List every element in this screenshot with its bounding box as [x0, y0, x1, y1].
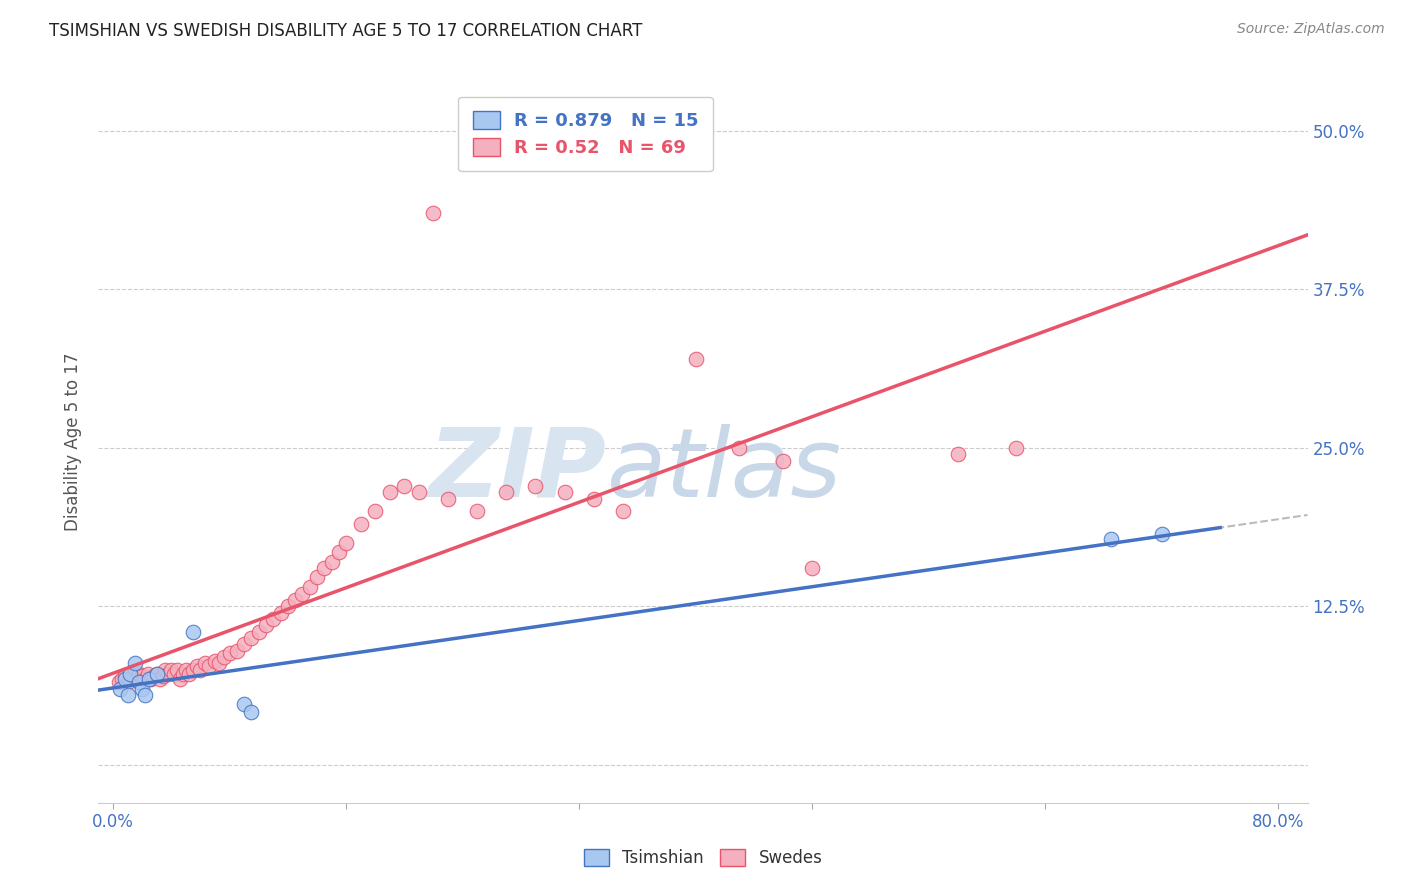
Point [157, 666, 180, 681]
Point [212, 650, 235, 665]
Point [108, 675, 131, 690]
Point [284, 593, 307, 607]
Point [685, 352, 707, 367]
Point [612, 504, 634, 518]
Point [166, 663, 188, 677]
Point [364, 504, 387, 518]
Text: TSIMSHIAN VS SWEDISH DISABILITY AGE 5 TO 17 CORRELATION CHART: TSIMSHIAN VS SWEDISH DISABILITY AGE 5 TO… [49, 22, 643, 40]
Point [524, 479, 547, 493]
Point [136, 666, 159, 681]
Point [240, 705, 263, 719]
Point [946, 447, 969, 461]
Point [1099, 532, 1122, 546]
Point [174, 663, 197, 677]
Point [186, 659, 208, 673]
Point [254, 618, 277, 632]
Point [465, 504, 488, 518]
Point [172, 666, 194, 681]
Point [120, 666, 142, 681]
Point [160, 663, 183, 677]
Point [145, 666, 167, 681]
Point [134, 672, 156, 686]
Point [277, 599, 299, 614]
Point [117, 675, 139, 690]
Point [114, 672, 136, 686]
Point [422, 206, 444, 220]
Point [131, 669, 153, 683]
Point [262, 612, 284, 626]
Point [582, 491, 605, 506]
Point [1005, 441, 1028, 455]
Point [437, 491, 460, 506]
Point [233, 637, 256, 651]
Point [149, 672, 172, 686]
Point [298, 580, 321, 594]
Point [328, 545, 350, 559]
Point [240, 631, 263, 645]
Text: ZIP: ZIP [429, 424, 606, 517]
Point [155, 663, 177, 677]
Point [305, 570, 328, 584]
Point [233, 697, 256, 711]
Point [291, 587, 314, 601]
Point [163, 666, 186, 681]
Point [314, 561, 336, 575]
Point [145, 666, 167, 681]
Point [728, 441, 751, 455]
Point [111, 672, 134, 686]
Point [394, 479, 416, 493]
Point [152, 669, 174, 683]
Point [124, 657, 146, 671]
Point [198, 659, 221, 673]
Text: Source: ZipAtlas.com: Source: ZipAtlas.com [1237, 22, 1385, 37]
Legend: Tsimshian, Swedes: Tsimshian, Swedes [576, 842, 830, 874]
Point [225, 643, 247, 657]
Point [125, 672, 148, 686]
Point [190, 663, 212, 677]
Point [378, 485, 401, 500]
Point [408, 485, 430, 500]
Point [138, 672, 160, 686]
Point [335, 536, 357, 550]
Point [177, 666, 200, 681]
Point [120, 672, 142, 686]
Point [122, 669, 145, 683]
Point [1150, 527, 1173, 541]
Point [270, 606, 292, 620]
Point [169, 672, 191, 686]
Point [208, 657, 231, 671]
Point [139, 672, 162, 686]
Point [194, 657, 217, 671]
Point [218, 646, 240, 660]
Point [204, 654, 226, 668]
Point [142, 669, 165, 683]
Point [114, 669, 136, 683]
Y-axis label: Disability Age 5 to 17: Disability Age 5 to 17 [65, 352, 83, 531]
Point [772, 453, 794, 467]
Point [247, 624, 270, 639]
Point [181, 663, 204, 677]
Point [117, 688, 139, 702]
Point [350, 516, 373, 531]
Point [128, 666, 150, 681]
Point [495, 485, 517, 500]
Point [128, 675, 150, 690]
Point [131, 681, 153, 696]
Point [554, 485, 576, 500]
Point [321, 555, 343, 569]
Point [134, 688, 156, 702]
Text: atlas: atlas [606, 424, 841, 517]
Point [181, 624, 204, 639]
Point [110, 681, 132, 696]
Point [801, 561, 824, 575]
